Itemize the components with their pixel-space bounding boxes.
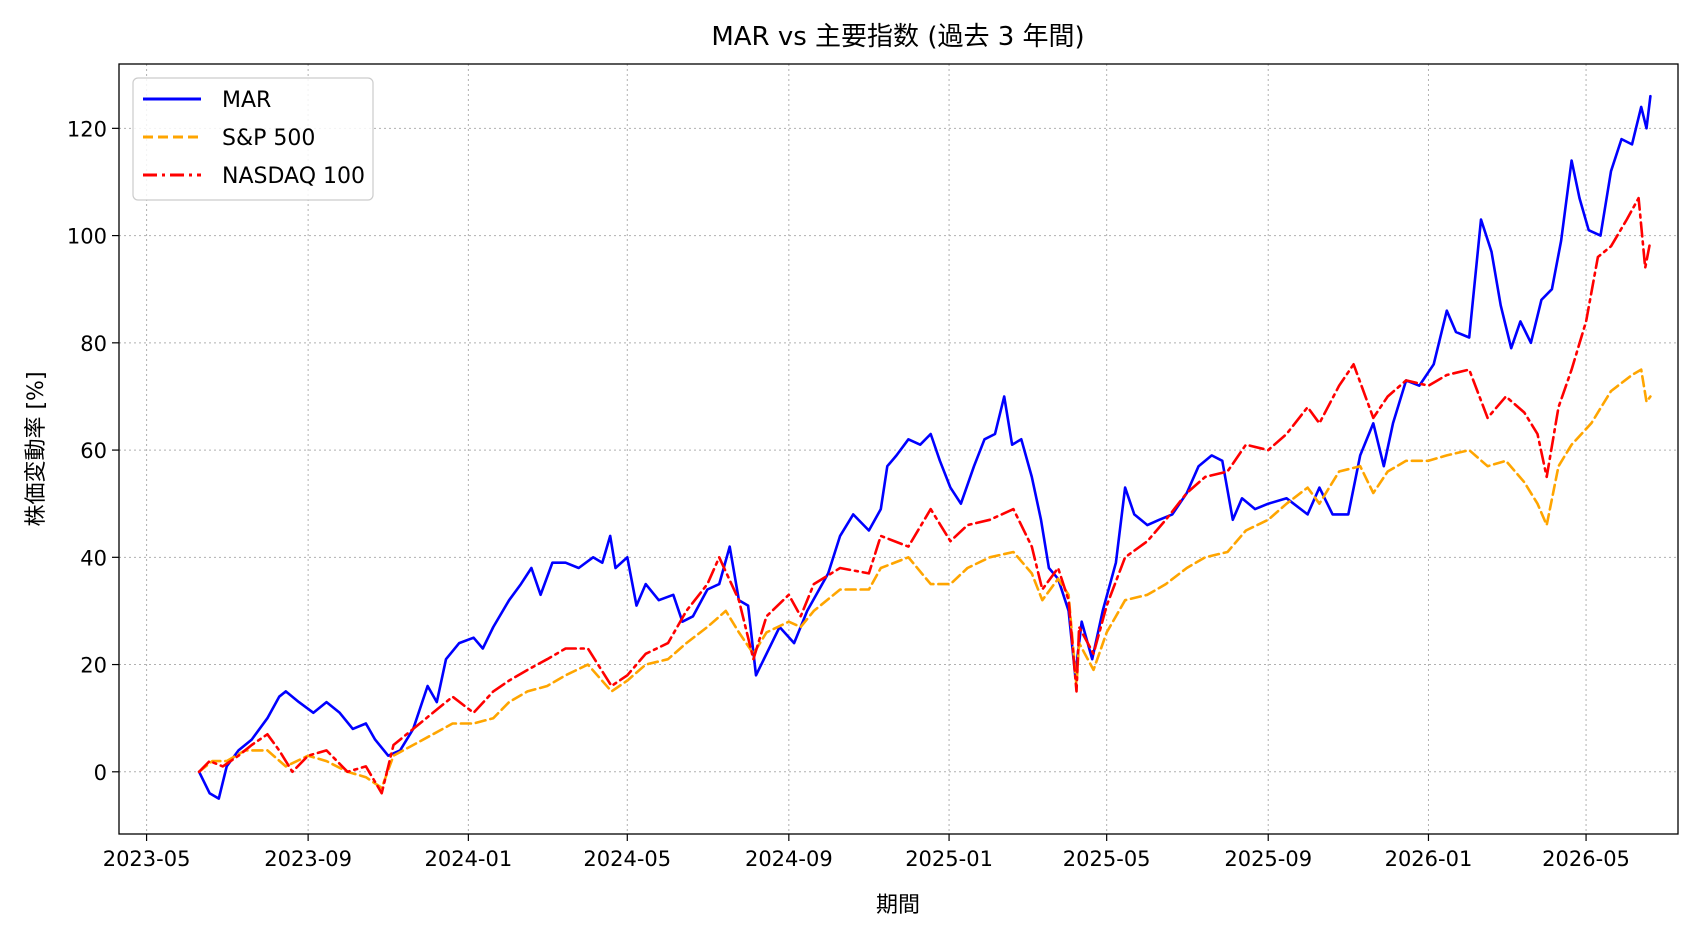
y-tick-label-20: 20 — [80, 654, 107, 678]
x-tick-label-202501: 2025-01 — [905, 847, 993, 871]
x-tick-label-202305: 2023-05 — [103, 847, 191, 871]
series-line-mar — [197, 94, 1652, 800]
y-tick-label-60: 60 — [80, 439, 107, 463]
grid-layer — [119, 64, 1678, 834]
legend-label-nasdaq100: NASDAQ 100 — [222, 164, 365, 189]
plot-frame — [118, 63, 1679, 835]
legend-label-mar: MAR — [222, 88, 271, 113]
x-tick-label-202509: 2025-09 — [1224, 847, 1312, 871]
y-tick-label-100: 100 — [67, 225, 107, 249]
legend-box — [132, 77, 374, 201]
y-tick-label-0: 0 — [94, 761, 107, 785]
x-tick-label-202505: 2025-05 — [1063, 847, 1151, 871]
x-tick-label-202405: 2024-05 — [583, 847, 671, 871]
x-tick-label-202605: 2026-05 — [1542, 847, 1630, 871]
series-line-sp500 — [197, 368, 1652, 790]
series-line-nasdaq100 — [197, 196, 1652, 795]
x-tick-label-202601: 2026-01 — [1385, 847, 1473, 871]
x-tick-label-202409: 2024-09 — [745, 847, 833, 871]
y-tick-label-40: 40 — [80, 546, 107, 570]
x-tick-label-202309: 2023-09 — [264, 847, 352, 871]
x-tick-label-202401: 2024-01 — [424, 847, 512, 871]
y-tick-label-80: 80 — [80, 332, 107, 356]
legend: MAR S&P 500 NASDAQ 100 — [132, 77, 374, 201]
x-axis-label: 期間 — [876, 893, 920, 918]
y-axis-label: 株価変動率 [%] — [24, 371, 49, 526]
axis-layer: 2023-05 2023-09 2024-01 2024-05 2024-09 2025-… — [67, 117, 1630, 871]
chart-title: MAR vs 主要指数 (過去 3 年間) — [711, 22, 1084, 52]
series-layer — [197, 94, 1652, 800]
legend-label-sp500: S&P 500 — [222, 126, 315, 151]
y-tick-label-120: 120 — [67, 117, 107, 141]
